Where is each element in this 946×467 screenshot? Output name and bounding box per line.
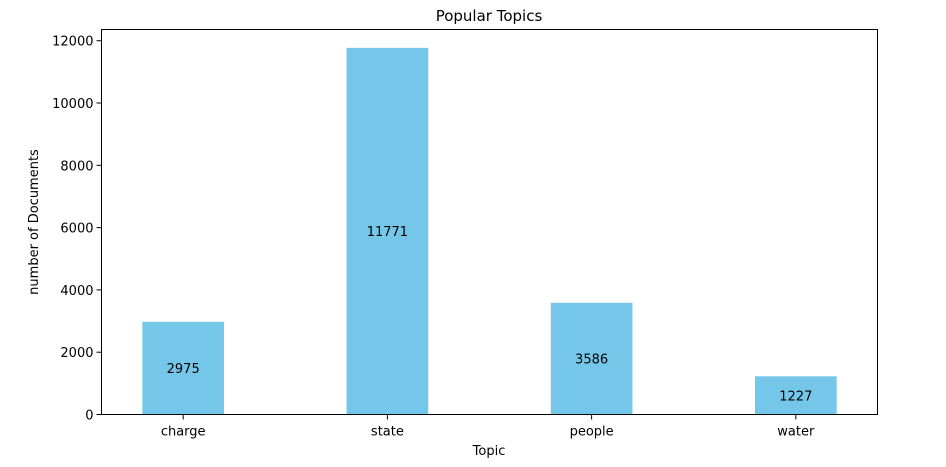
- bar-state: [346, 47, 429, 415]
- y-tick-label: 2000: [60, 346, 93, 361]
- bar-charge: [142, 321, 225, 415]
- x-tick-label-water: water: [777, 425, 815, 440]
- y-axis-ticks: 0 2000 4000 6000 8000 10000 12000: [52, 35, 102, 424]
- chart-title: Popular Topics: [436, 7, 543, 25]
- x-tick-label-state: state: [371, 425, 404, 440]
- x-axis-ticks: charge state people water: [161, 414, 815, 440]
- bars-group: 2975 11771 3586 1227: [142, 47, 837, 415]
- y-tick-label: 10000: [52, 97, 93, 112]
- y-tick-label: 12000: [52, 35, 93, 50]
- y-tick-label: 8000: [60, 159, 93, 174]
- plot-frame: [101, 29, 878, 415]
- y-tick-label: 0: [85, 409, 93, 424]
- data-label-people: 3586: [575, 353, 608, 368]
- y-axis-label: number of Documents: [27, 149, 42, 295]
- data-label-charge: 2975: [167, 362, 200, 377]
- x-tick-label-people: people: [570, 425, 614, 440]
- y-tick-label: 4000: [60, 284, 93, 299]
- bar-water: [754, 376, 837, 415]
- x-tick-label-charge: charge: [161, 425, 206, 440]
- data-label-water: 1227: [779, 389, 812, 404]
- bar-people: [550, 302, 633, 415]
- x-axis-label: Topic: [472, 444, 506, 459]
- y-tick-label: 6000: [60, 222, 93, 237]
- data-label-state: 11771: [367, 225, 408, 240]
